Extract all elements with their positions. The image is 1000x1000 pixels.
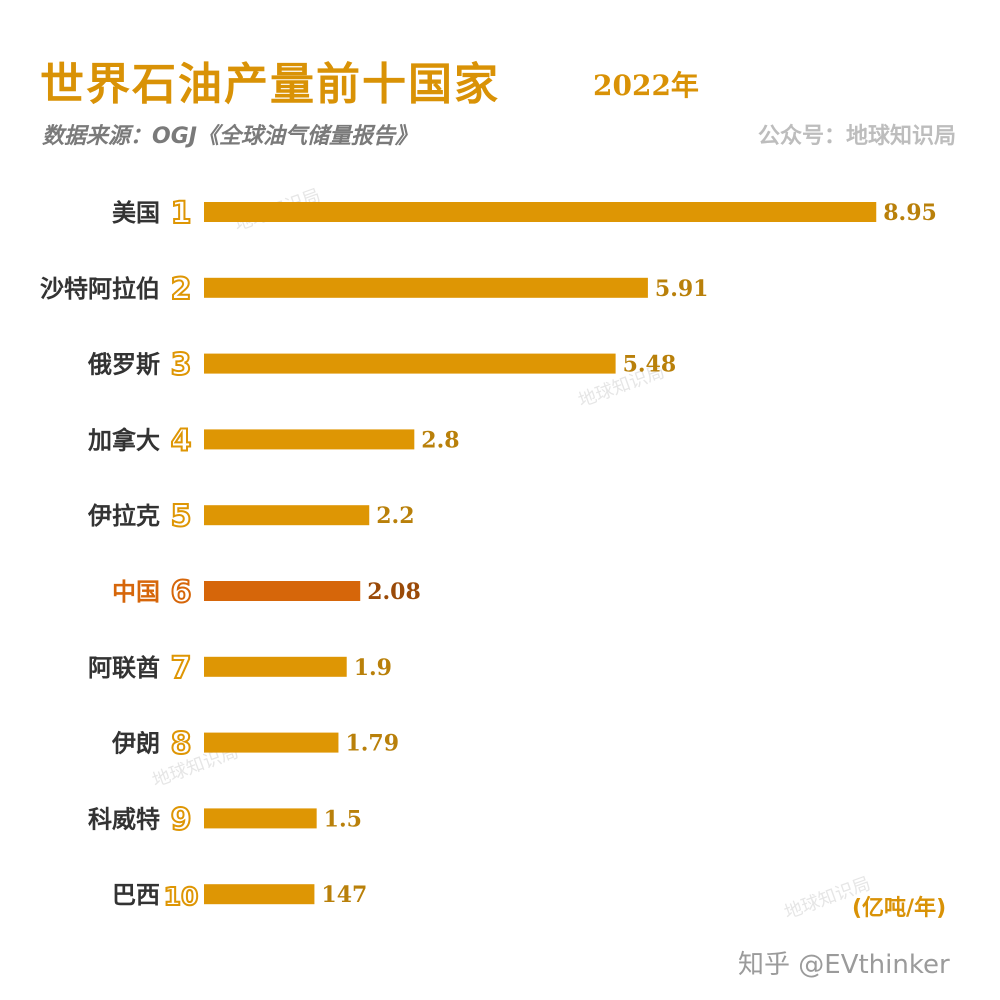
value-label: 1.79 (345, 731, 399, 757)
rank-number: 3 (171, 348, 192, 383)
bar (204, 277, 648, 298)
data-source: 数据来源：OGJ《全球油气储量报告》 (42, 124, 417, 149)
category-label: 俄罗斯 (87, 350, 160, 379)
rank-number: 8 (171, 727, 192, 762)
value-label: 1.5 (324, 806, 362, 832)
bar (204, 732, 339, 753)
rank-number: 1 (171, 196, 192, 231)
value-label: 2.08 (367, 579, 421, 605)
bar (204, 808, 317, 829)
bar (204, 505, 370, 526)
category-label: 伊拉克 (87, 501, 160, 530)
bar (204, 581, 361, 601)
rank-number: 9 (171, 802, 192, 837)
rank-number: 6 (171, 575, 192, 610)
rank-number: 2 (171, 272, 192, 307)
bar (204, 884, 315, 905)
category-label: 阿联酋 (88, 653, 160, 682)
value-label: 5.48 (623, 352, 677, 378)
rank-number: 5 (171, 499, 192, 534)
category-label: 美国 (112, 198, 160, 227)
bar (204, 202, 877, 222)
zhihu-credit: 知乎 @EVthinker (738, 950, 950, 980)
value-label: 2.8 (421, 427, 459, 453)
rank-number: 7 (171, 651, 192, 686)
unit-label: (亿吨/年) (852, 896, 947, 921)
category-label: 科威特 (88, 804, 160, 833)
value-label: 8.95 (883, 200, 937, 226)
value-label: 2.2 (376, 503, 414, 529)
chart-year: 2022年 (593, 69, 699, 102)
bar (204, 429, 415, 450)
category-label: 伊朗 (111, 729, 160, 758)
chart-title: 世界石油产量前十国家 (40, 59, 500, 110)
category-label: 加拿大 (88, 425, 160, 454)
category-label: 中国 (112, 577, 160, 606)
bar (204, 656, 347, 677)
value-label: 5.91 (655, 276, 709, 302)
rank-number: 10 (164, 882, 199, 911)
category-label: 巴西 (112, 880, 160, 909)
bar (204, 353, 616, 374)
account-credit: 公众号：地球知识局 (757, 124, 956, 149)
value-label: 147 (321, 882, 367, 908)
value-label: 1.9 (354, 655, 392, 681)
rank-number: 4 (171, 423, 192, 458)
category-label: 沙特阿拉伯 (40, 274, 160, 303)
